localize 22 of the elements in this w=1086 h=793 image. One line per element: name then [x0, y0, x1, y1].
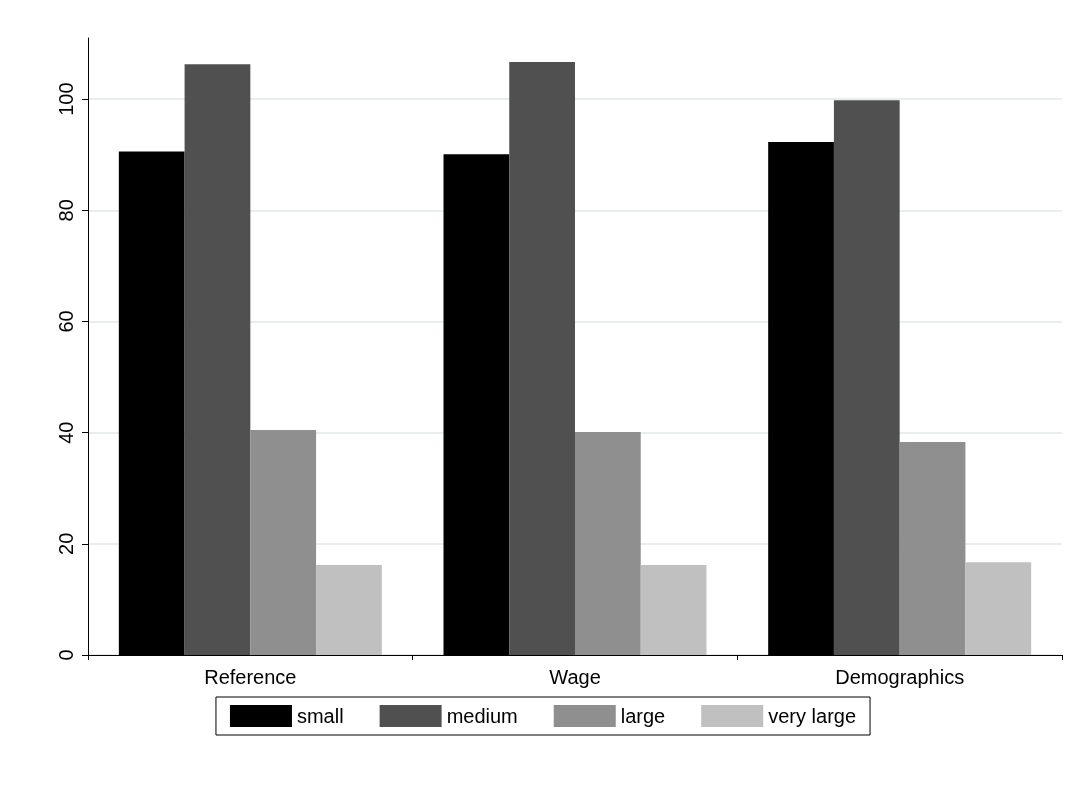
y-tick-label: 100 [55, 82, 77, 116]
y-tick-label: 40 [55, 421, 77, 444]
x-tick-label: Wage [549, 666, 601, 688]
y-tick-label: 20 [55, 532, 77, 555]
x-tick-label: Reference [204, 666, 297, 688]
bar [640, 564, 707, 655]
bar [899, 442, 966, 655]
legend-label: large [620, 705, 666, 727]
bar [575, 432, 641, 655]
bar [316, 564, 382, 655]
y-tick-label: 60 [55, 310, 77, 333]
bar [509, 61, 575, 655]
legend-label: small [296, 705, 344, 727]
bar [965, 562, 1032, 655]
bar [184, 64, 251, 655]
bar [250, 429, 317, 655]
x-tick-label: Demographics [835, 666, 965, 688]
legend-label: medium [446, 705, 518, 727]
legend-label: very large [768, 705, 857, 727]
y-tick-label: 0 [55, 649, 77, 661]
y-tick-label: 80 [55, 199, 77, 222]
bar [833, 100, 900, 655]
